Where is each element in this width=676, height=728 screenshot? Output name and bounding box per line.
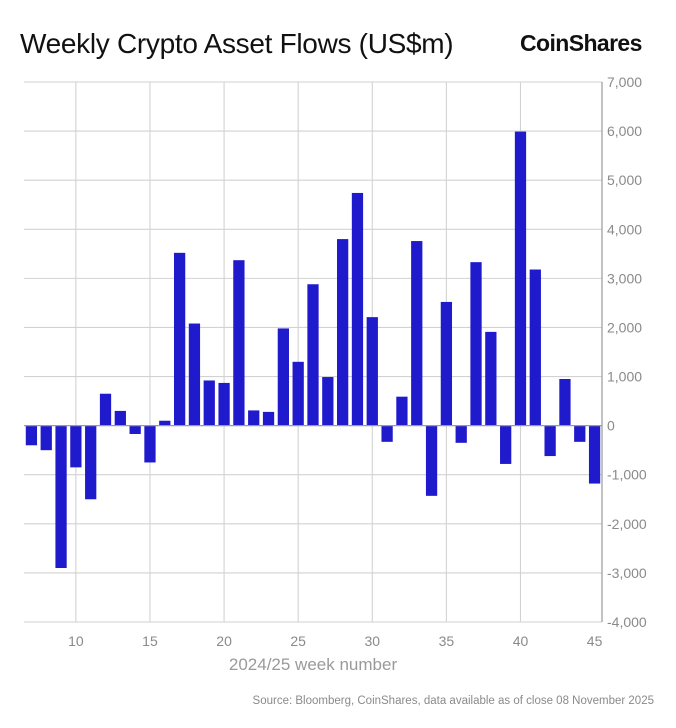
y-tick-label: 1,000 — [607, 369, 642, 385]
x-tick-label: 20 — [216, 633, 232, 649]
bar — [588, 425, 601, 484]
bar — [337, 239, 349, 426]
x-tick-label: 25 — [290, 633, 306, 649]
y-tick-label: 4,000 — [607, 221, 642, 237]
bar — [144, 425, 156, 463]
x-axis-title: 2024/25 week number — [229, 655, 398, 674]
bar — [351, 192, 364, 426]
x-tick-label: 40 — [513, 633, 529, 649]
brand-logo: CoinShares — [520, 30, 642, 56]
bar — [55, 425, 67, 568]
bar — [485, 331, 497, 426]
bar — [262, 411, 275, 426]
y-tick-label: 2,000 — [607, 319, 642, 335]
bar — [544, 425, 556, 457]
bar — [99, 393, 112, 426]
bar — [559, 379, 571, 426]
bar — [500, 425, 512, 464]
bar — [218, 382, 230, 426]
bar — [425, 425, 438, 496]
y-tick-label: -3,000 — [607, 565, 647, 581]
bar — [233, 260, 245, 426]
bar — [396, 396, 408, 426]
y-tick-label: -1,000 — [607, 467, 647, 483]
y-tick-label: 6,000 — [607, 123, 642, 139]
bar — [25, 425, 38, 446]
x-tick-label: 45 — [587, 633, 603, 649]
bar — [173, 252, 186, 426]
bar — [514, 131, 527, 426]
x-tick-label: 35 — [439, 633, 455, 649]
bar — [292, 361, 304, 426]
bar — [455, 425, 467, 443]
chart-title: Weekly Crypto Asset Flows (US$m) — [20, 28, 454, 59]
bar — [40, 425, 52, 451]
y-tick-label: 0 — [607, 418, 615, 434]
bar — [470, 262, 482, 426]
x-tick-label: 15 — [142, 633, 158, 649]
bar — [159, 420, 171, 426]
x-tick-label: 10 — [68, 633, 84, 649]
y-tick-label: 3,000 — [607, 270, 642, 286]
bar — [188, 323, 201, 426]
source-note: Source: Bloomberg, CoinShares, data avai… — [252, 695, 654, 707]
bar — [277, 328, 289, 426]
y-tick-label: 5,000 — [607, 172, 642, 188]
bar — [411, 241, 423, 426]
bar — [307, 284, 319, 426]
x-tick-label: 30 — [364, 633, 380, 649]
y-tick-label: -4,000 — [607, 614, 647, 630]
y-tick-label: 7,000 — [607, 74, 642, 90]
bar — [114, 410, 126, 426]
y-tick-label: -2,000 — [607, 516, 647, 532]
bar — [322, 377, 334, 426]
bar — [203, 380, 215, 426]
bar — [574, 425, 586, 442]
bar — [70, 425, 82, 468]
bar — [366, 317, 378, 426]
bar — [129, 425, 141, 434]
bar — [440, 301, 453, 426]
bar — [381, 425, 393, 442]
bar — [248, 410, 260, 426]
bar — [85, 425, 97, 500]
bar — [529, 269, 541, 426]
